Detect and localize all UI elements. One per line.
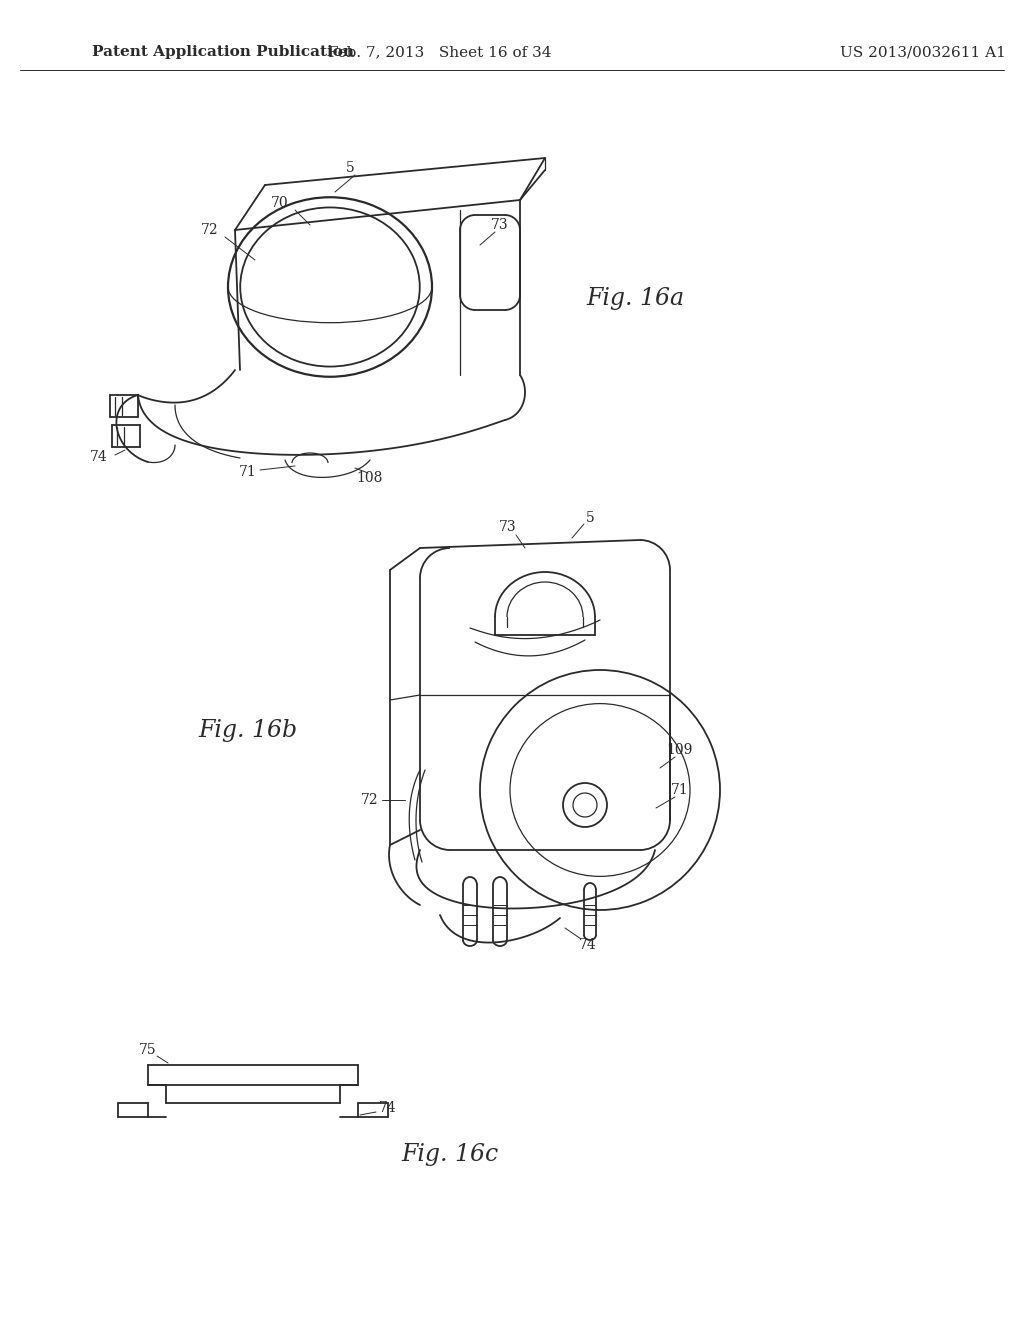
Text: 72: 72 <box>361 793 379 807</box>
Text: Fig. 16a: Fig. 16a <box>586 286 684 309</box>
Text: Feb. 7, 2013   Sheet 16 of 34: Feb. 7, 2013 Sheet 16 of 34 <box>329 45 552 59</box>
Text: 73: 73 <box>499 520 517 535</box>
Text: 109: 109 <box>667 743 693 756</box>
Text: 108: 108 <box>356 471 383 484</box>
Text: 71: 71 <box>671 783 689 797</box>
Text: US 2013/0032611 A1: US 2013/0032611 A1 <box>840 45 1006 59</box>
Text: 75: 75 <box>139 1043 157 1057</box>
Text: 74: 74 <box>580 939 597 952</box>
Text: 74: 74 <box>379 1101 397 1115</box>
Text: 71: 71 <box>240 465 257 479</box>
Text: 74: 74 <box>90 450 108 465</box>
Text: Patent Application Publication: Patent Application Publication <box>92 45 354 59</box>
Text: Fig. 16c: Fig. 16c <box>401 1143 499 1167</box>
Text: 72: 72 <box>201 223 219 238</box>
Text: Fig. 16b: Fig. 16b <box>199 718 298 742</box>
Text: 5: 5 <box>346 161 354 176</box>
Text: 73: 73 <box>492 218 509 232</box>
Text: 5: 5 <box>586 511 594 525</box>
Text: 70: 70 <box>271 195 289 210</box>
